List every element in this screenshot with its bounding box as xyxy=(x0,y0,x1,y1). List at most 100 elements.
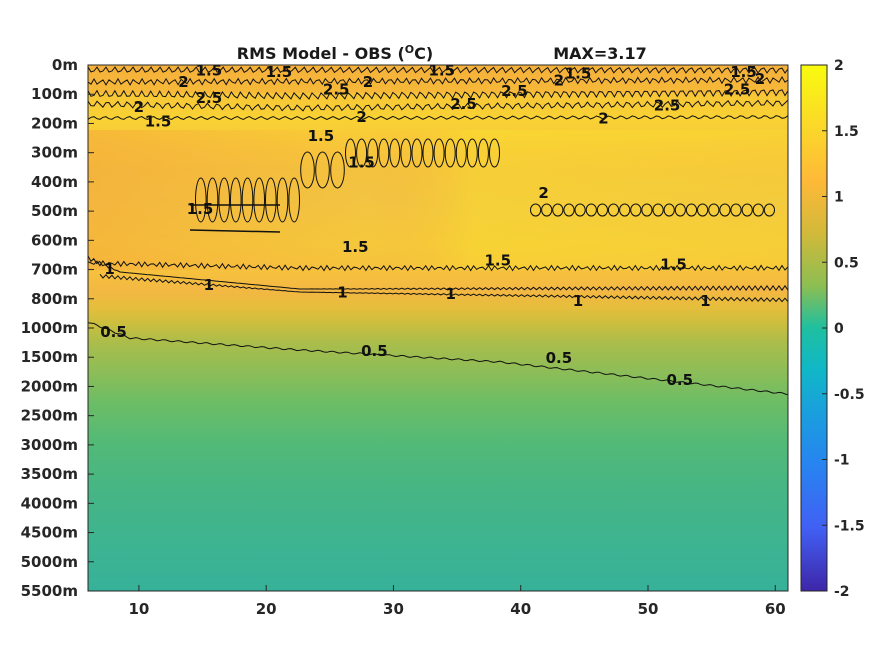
contour-lobe xyxy=(330,151,345,189)
contour-label: 2 xyxy=(755,70,765,88)
contour-line xyxy=(88,255,788,292)
y-tick-label: 5000m xyxy=(21,553,78,571)
contour-line xyxy=(88,115,788,121)
contour-lobe xyxy=(708,203,720,217)
contour-lobe xyxy=(619,203,631,217)
contour-labels: 1.5 1.5 1.5 1.5 1.52 2 2 22.5 2.52.52.5 2.52.522 2… xyxy=(100,61,765,389)
contour-label: 2 xyxy=(538,184,548,202)
contour-label: 1.5 xyxy=(485,251,512,269)
contour-lobe xyxy=(433,138,445,168)
contour-label: 1 xyxy=(573,292,583,310)
colorbar-axis: 2 1.5 1 0.5 0 -0.5 -1 -1.5 -2 xyxy=(822,58,865,600)
y-tick-label: 1000m xyxy=(21,319,78,337)
contour-lobe xyxy=(563,203,575,217)
y-tick-label: 3500m xyxy=(21,465,78,483)
contour-line xyxy=(88,66,788,74)
contour-lobe xyxy=(400,138,412,168)
y-tick-label: 500m xyxy=(31,202,78,220)
y-tick-label: 3000m xyxy=(21,436,78,454)
y-tick-label: 4000m xyxy=(21,494,78,512)
colorbar-tick-label: 0.5 xyxy=(834,255,859,271)
x-tick-label: 20 xyxy=(256,600,277,618)
contour-label: 1 xyxy=(204,276,214,294)
contour-label: 1.5 xyxy=(145,113,172,131)
contour-lobe xyxy=(206,177,219,223)
contour-lobe xyxy=(276,177,289,223)
colorbar-tick-label: -1 xyxy=(834,453,850,469)
x-tick-label: 50 xyxy=(638,600,659,618)
contour-line xyxy=(88,322,788,396)
contour-label: 1 xyxy=(337,284,347,302)
contour-lobe xyxy=(288,177,301,223)
contour-lobe xyxy=(466,138,478,168)
contour-lobe xyxy=(356,138,368,168)
contour-lobe xyxy=(411,138,423,168)
contour-label: 1.5 xyxy=(565,64,592,82)
contour-label: 0.5 xyxy=(546,349,573,367)
y-tick-label: 600m xyxy=(31,231,78,249)
x-tick-label: 40 xyxy=(510,600,531,618)
y-tick-label: 2000m xyxy=(21,377,78,395)
contour-label: 2 xyxy=(554,72,564,90)
contour-lobe xyxy=(685,203,698,217)
y-tick-label: 4500m xyxy=(21,524,78,542)
contour-lobe xyxy=(585,203,597,217)
contour-lobe xyxy=(218,177,230,223)
colorbar-tick-label: 0 xyxy=(834,321,844,337)
contour-lobe xyxy=(345,138,356,168)
chart-title-unit: O xyxy=(405,43,414,56)
contour-lobe xyxy=(455,138,467,168)
contour-lobe xyxy=(241,177,254,223)
contour-lobe xyxy=(596,203,609,217)
contour-lobe xyxy=(422,138,434,168)
colorbar-tick-label: -0.5 xyxy=(834,387,865,403)
y-tick-label: 1500m xyxy=(21,348,78,366)
x-axis: 10 20 30 40 50 60 xyxy=(128,585,786,618)
contour-lobe xyxy=(741,203,753,217)
contour-line xyxy=(88,76,788,86)
chart-title-suffix: C) xyxy=(414,44,433,63)
contour-label: 1.5 xyxy=(730,63,757,81)
contour-lobe xyxy=(552,203,564,217)
contour-label: 1 xyxy=(445,285,455,303)
colorbar-tick-label: 1 xyxy=(834,190,844,206)
contour-lobe xyxy=(641,203,653,217)
colorbar-tick-label: 2 xyxy=(834,58,844,74)
contour-label: 2.5 xyxy=(724,80,751,98)
contour-lobe xyxy=(663,203,675,217)
contour-lobe xyxy=(444,138,456,168)
contour-label: 1 xyxy=(700,292,710,310)
contour-label: 2 xyxy=(134,98,144,116)
contour-lobe xyxy=(697,203,709,217)
x-tick-label: 60 xyxy=(765,600,786,618)
contour-label: 1.5 xyxy=(342,238,369,256)
contour-label: 2.5 xyxy=(501,82,528,100)
contour-label: 1.5 xyxy=(187,200,214,218)
x-tick-label: 10 xyxy=(128,600,149,618)
contour-lobe xyxy=(378,138,390,168)
contour-label: 1.5 xyxy=(308,127,335,145)
contour-label: 1.5 xyxy=(660,256,687,274)
contour-label: 0.5 xyxy=(667,371,694,389)
contour-lobe xyxy=(730,203,742,217)
contour-lobe xyxy=(574,203,586,217)
contour-label: 2 xyxy=(363,73,373,91)
contour-label: 2 xyxy=(598,110,608,128)
contour-lines xyxy=(88,66,788,396)
contour-label: 0.5 xyxy=(100,323,127,341)
contour-lobe xyxy=(630,203,642,217)
y-tick-label: 5500m xyxy=(21,582,78,600)
contour-line xyxy=(99,273,788,303)
contour-lobe xyxy=(652,203,664,217)
chart-title: RMS Model - OBS (OC) xyxy=(237,43,433,63)
colorbar-tick-label: 1.5 xyxy=(834,124,859,140)
contour-label: 1.5 xyxy=(348,153,375,171)
contour-label: 2 xyxy=(356,108,366,126)
y-tick-label: 200m xyxy=(31,114,78,132)
contour-lobe xyxy=(489,138,500,168)
contour-label: 1.5 xyxy=(429,61,456,79)
contour-lobe xyxy=(752,203,764,217)
contour-label: 1.5 xyxy=(196,61,223,79)
contour-line xyxy=(88,260,788,272)
